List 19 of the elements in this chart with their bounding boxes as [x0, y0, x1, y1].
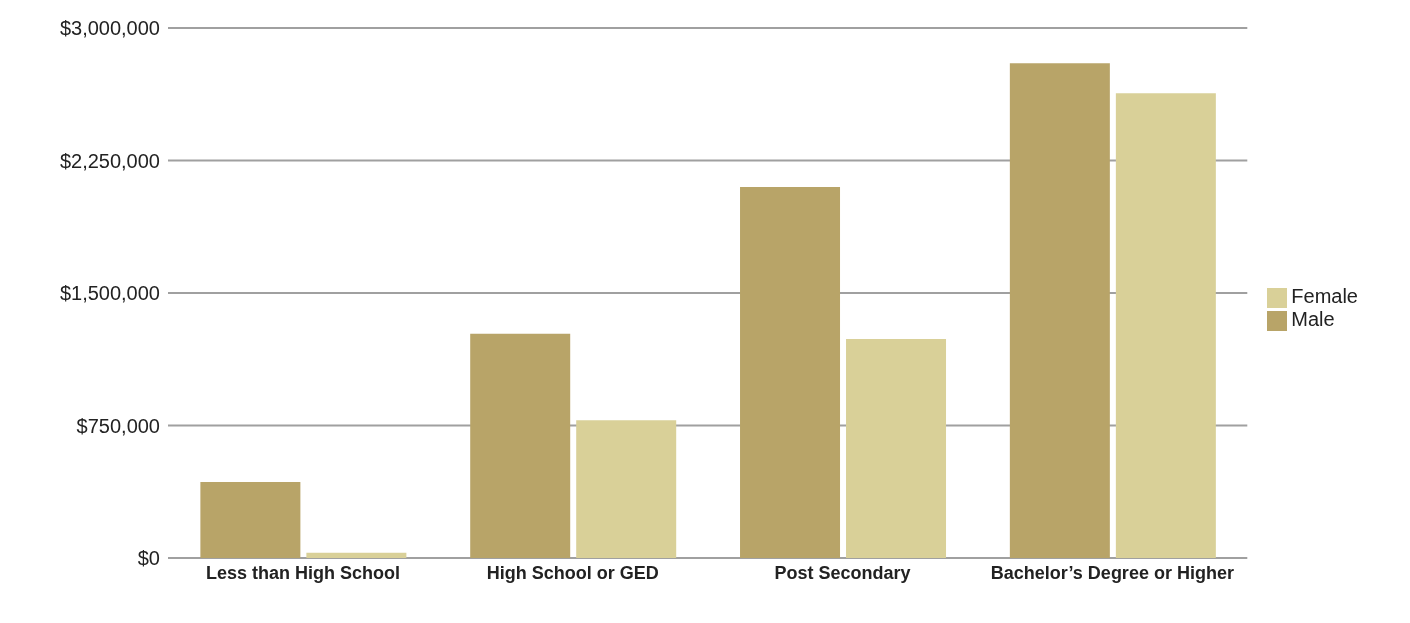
bar — [1009, 63, 1110, 558]
x-tick-label: Bachelor’s Degree or Higher — [990, 562, 1234, 583]
legend-label: Female — [1291, 285, 1358, 307]
bar — [470, 333, 571, 558]
y-tick-label: $3,000,000 — [59, 17, 160, 40]
y-tick-label: $750,000 — [76, 414, 160, 437]
bar — [576, 420, 677, 558]
y-tick-label: $0 — [137, 547, 160, 570]
x-tick-label: Post Secondary — [774, 562, 911, 583]
y-tick-label: $2,250,000 — [59, 149, 160, 172]
bar — [200, 482, 301, 558]
bar — [740, 187, 841, 558]
y-tick-label: $1,500,000 — [59, 282, 160, 305]
legend-label: Male — [1291, 308, 1335, 330]
bar — [306, 552, 407, 558]
bar — [1115, 93, 1216, 558]
bar — [846, 338, 947, 558]
x-tick-label: High School or GED — [486, 562, 659, 583]
x-tick-label: Less than High School — [205, 562, 400, 583]
